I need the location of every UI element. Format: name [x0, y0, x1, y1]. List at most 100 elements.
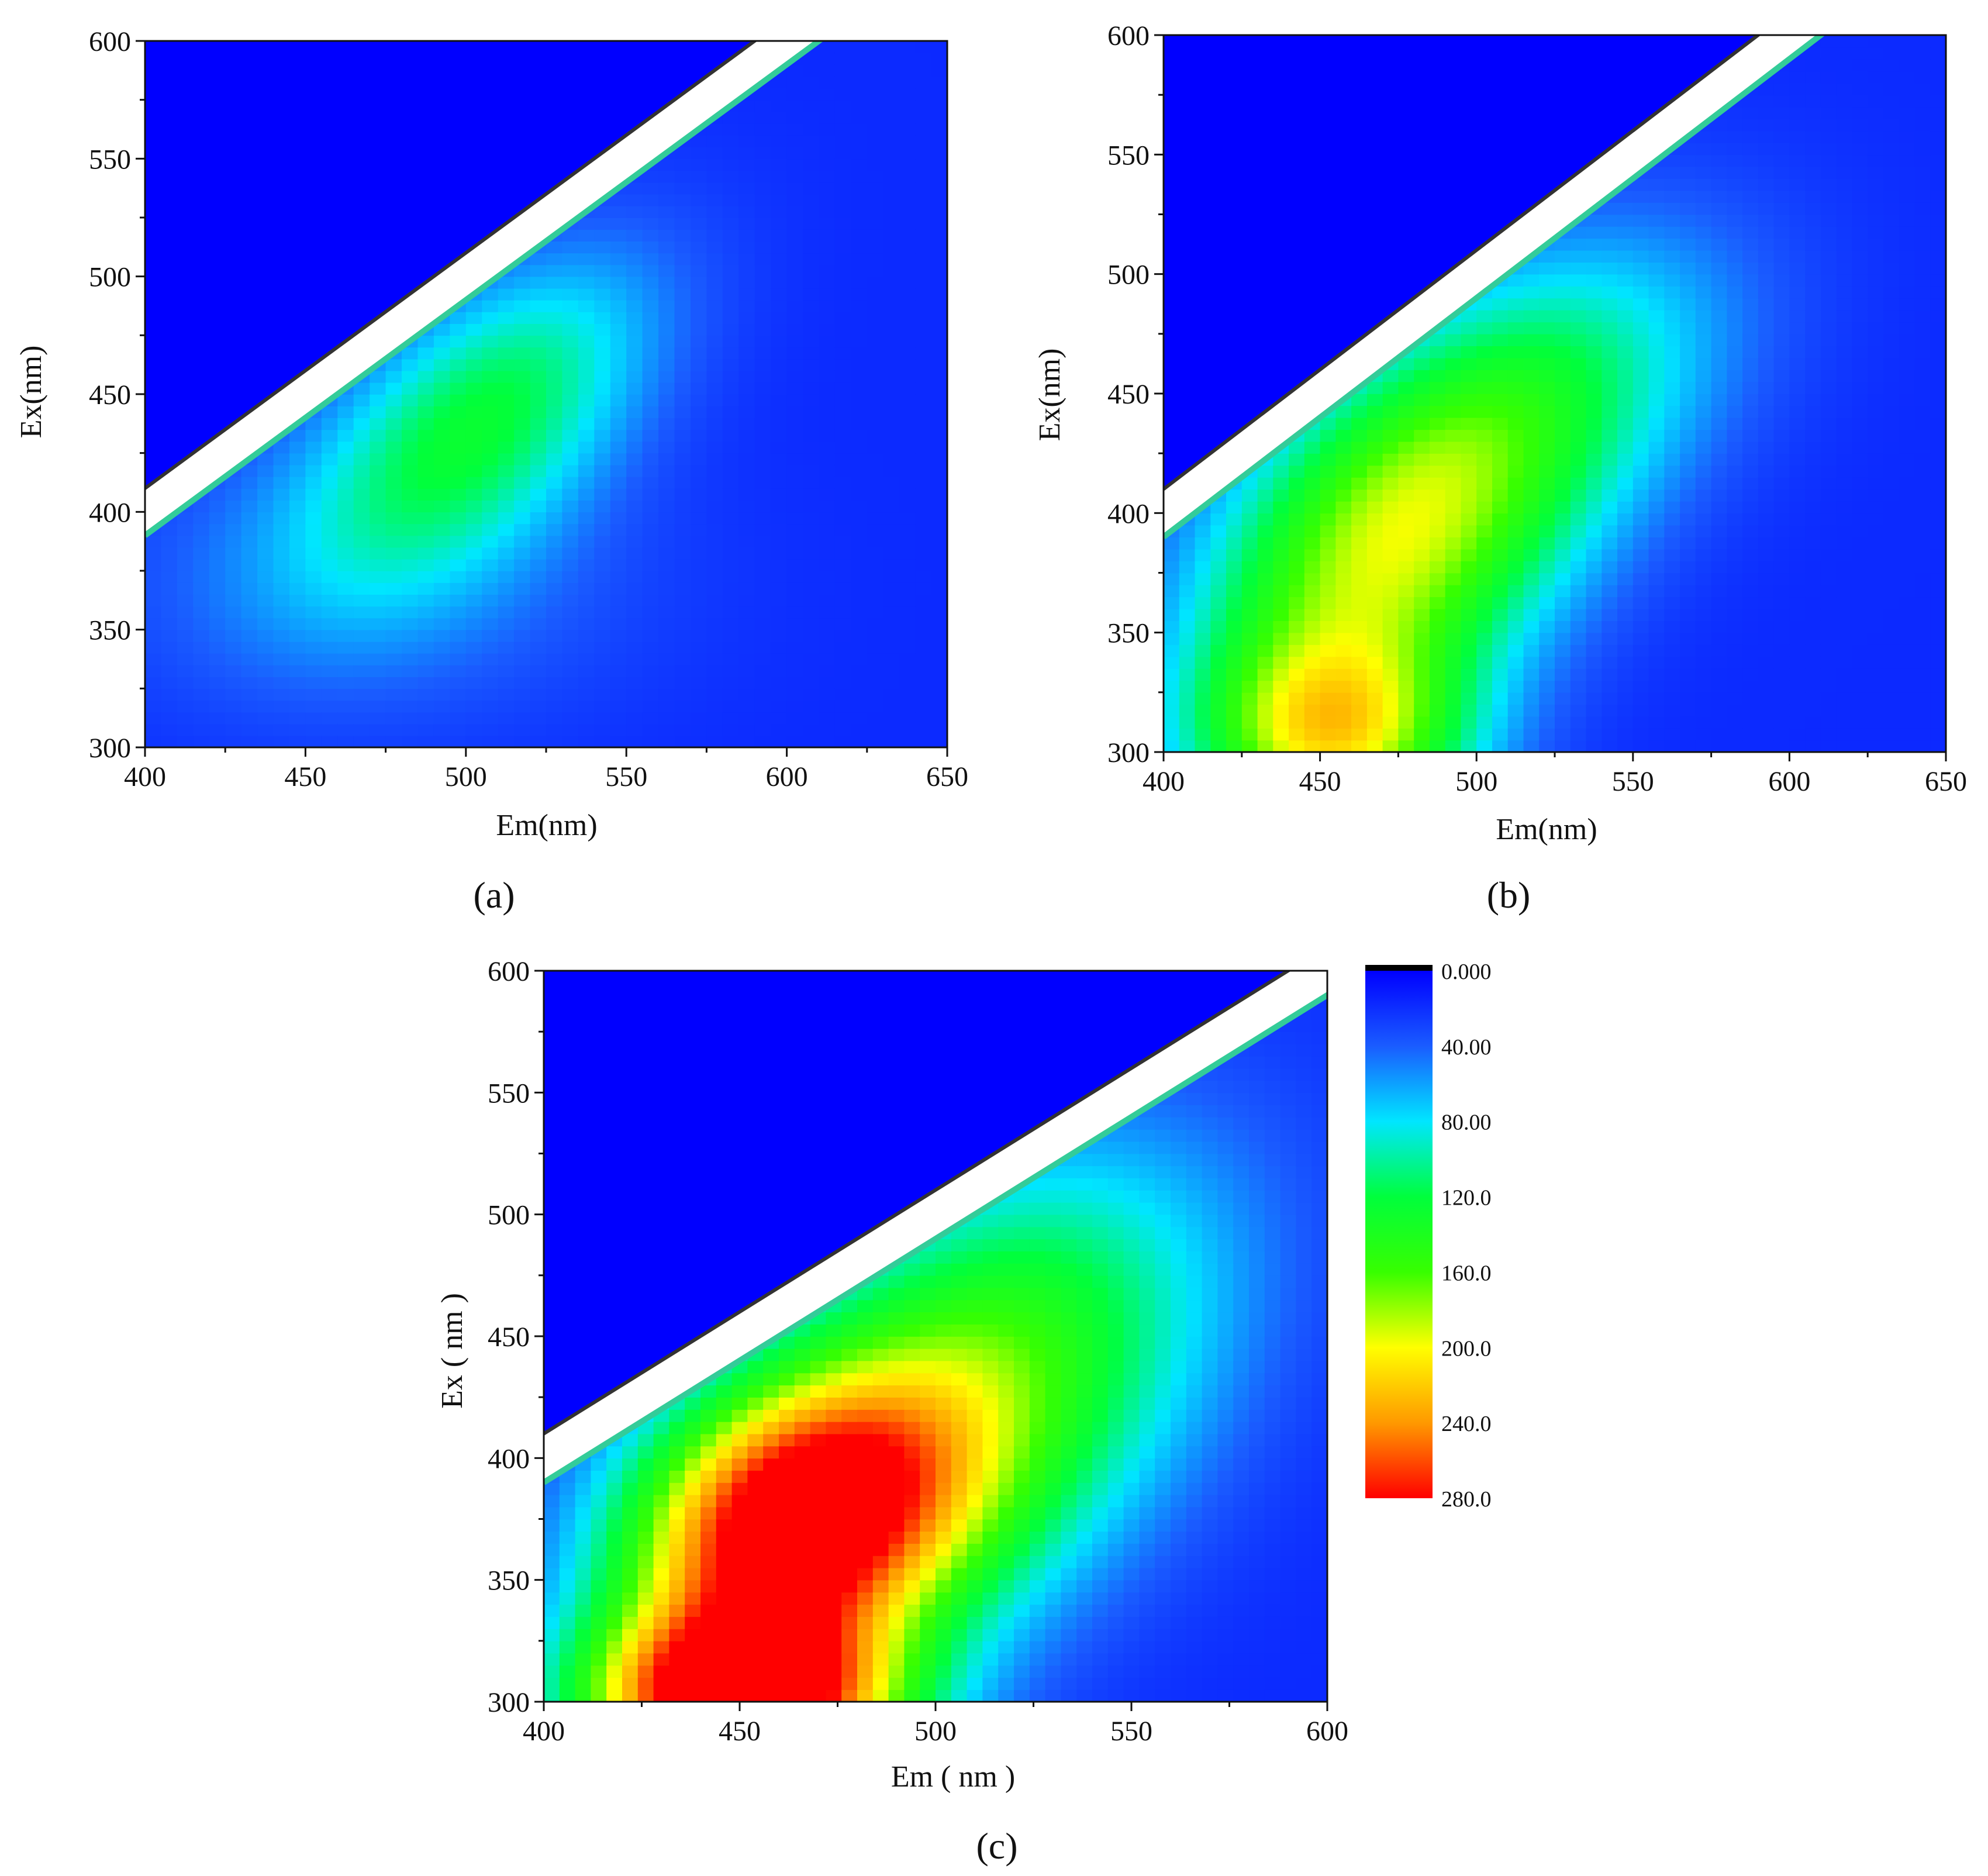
heatmap-cell	[562, 547, 579, 560]
heatmap-cell	[498, 618, 515, 630]
heatmap-cell	[417, 688, 434, 701]
heatmap-cell	[1398, 728, 1414, 741]
heatmap-cell	[578, 253, 595, 265]
heatmap-cell	[915, 253, 932, 265]
heatmap-cell	[465, 394, 482, 406]
heatmap-cell	[915, 382, 932, 395]
heatmap-cell	[1868, 525, 1884, 537]
heatmap-cell	[337, 476, 354, 489]
heatmap-cell	[1899, 584, 1915, 598]
heatmap-cell	[658, 653, 675, 665]
heatmap-cell	[1695, 130, 1712, 143]
heatmap-cell	[1899, 119, 1915, 132]
heatmap-cell	[562, 488, 579, 501]
heatmap-cell	[305, 677, 322, 689]
heatmap-cell	[867, 429, 883, 442]
heatmap-cell	[177, 712, 194, 725]
heatmap-cell	[867, 723, 883, 736]
heatmap-cell	[1727, 537, 1743, 550]
heatmap-cell	[1836, 632, 1853, 645]
heatmap-cell	[353, 688, 370, 701]
heatmap-cell	[145, 558, 162, 571]
heatmap-cell	[915, 135, 932, 147]
heatmap-cell	[754, 582, 771, 595]
heatmap-cell	[1758, 525, 1775, 537]
heatmap-cell	[1805, 644, 1821, 657]
heatmap-cell	[1398, 370, 1414, 382]
heatmap-cell	[1570, 429, 1587, 442]
heatmap-cell	[1632, 525, 1649, 537]
heatmap-cell	[1179, 704, 1196, 717]
heatmap-cell	[450, 358, 467, 371]
heatmap-cell	[1523, 692, 1540, 705]
heatmap-cell	[834, 688, 852, 701]
heatmap-cell	[1257, 620, 1274, 633]
heatmap-cell	[834, 347, 852, 360]
heatmap-cell	[1899, 310, 1915, 323]
heatmap-cell	[1555, 549, 1571, 561]
heatmap-cell	[1914, 214, 1931, 227]
heatmap-cell	[803, 170, 820, 183]
heatmap-cell	[722, 523, 739, 536]
heatmap-cell	[1632, 322, 1649, 334]
heatmap-cell	[305, 735, 322, 748]
heatmap-cell	[1179, 656, 1196, 669]
heatmap-cell	[1680, 298, 1696, 311]
heatmap-cell	[1492, 656, 1509, 669]
heatmap-cell	[1883, 561, 1900, 574]
heatmap-cell	[1930, 298, 1946, 311]
heatmap-cell	[1680, 346, 1696, 358]
heatmap-cell	[706, 358, 723, 371]
heatmap-cell	[1492, 668, 1509, 681]
heatmap-cell	[1414, 357, 1430, 370]
heatmap-cell	[915, 241, 932, 254]
heatmap-cell	[1476, 370, 1493, 382]
heatmap-cell	[1570, 298, 1587, 311]
heatmap-cell	[867, 276, 883, 289]
heatmap-cell	[786, 158, 803, 171]
heatmap-cell	[1899, 740, 1915, 753]
heatmap-cell	[465, 606, 482, 619]
heatmap-cell	[716, 1592, 733, 1605]
heatmap-cell	[1617, 405, 1634, 418]
heatmap-cell	[803, 76, 820, 89]
heatmap-cell	[851, 453, 868, 465]
heatmap-cell	[786, 464, 803, 477]
heatmap-cell	[1476, 441, 1493, 454]
heatmap-cell	[731, 1494, 748, 1508]
heatmap-cell	[1555, 716, 1571, 729]
heatmap-cell	[915, 571, 932, 583]
heatmap-cell	[1695, 453, 1712, 466]
heatmap-cell	[257, 606, 274, 619]
heatmap-cell	[622, 1653, 638, 1666]
heatmap-cell	[578, 288, 595, 301]
heatmap-cell	[899, 99, 916, 112]
heatmap-cell	[591, 1519, 607, 1532]
heatmap-cell	[1836, 82, 1853, 95]
heatmap-cell	[433, 606, 451, 619]
heatmap-cell	[786, 418, 803, 430]
heatmap-cell	[578, 594, 595, 607]
heatmap-cell	[417, 535, 434, 548]
heatmap-cell	[716, 1506, 733, 1520]
heatmap-cell	[1648, 322, 1665, 334]
heatmap-cell	[241, 512, 258, 525]
heatmap-cell	[1852, 740, 1868, 753]
heatmap-cell	[1899, 573, 1915, 585]
heatmap-cell	[899, 288, 916, 301]
heatmap-cell	[1226, 489, 1242, 502]
heatmap-cell	[1883, 202, 1900, 215]
heatmap-cell	[1366, 656, 1383, 669]
heatmap-cell	[514, 653, 531, 665]
heatmap-cell	[1899, 298, 1915, 311]
heatmap-cell	[658, 370, 675, 383]
heatmap-cell	[1648, 728, 1665, 741]
heatmap-cell	[1382, 453, 1399, 466]
heatmap-cell	[1492, 728, 1509, 741]
heatmap-cell	[1648, 286, 1665, 299]
heatmap-cell	[722, 135, 739, 147]
heatmap-cell	[1914, 47, 1931, 60]
heatmap-cell	[1820, 537, 1837, 550]
heatmap-cell	[594, 618, 611, 630]
heatmap-cell	[1773, 489, 1790, 502]
